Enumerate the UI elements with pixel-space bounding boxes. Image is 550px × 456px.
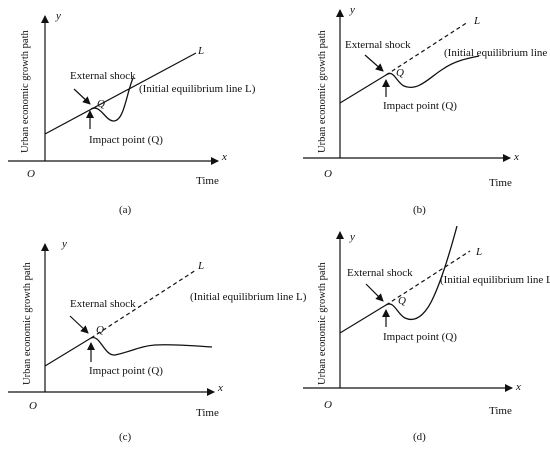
x-axis-letter: x <box>221 151 227 163</box>
shock-label: External shock <box>70 298 136 310</box>
line-letter: L <box>197 45 204 57</box>
panel-caption: (d) <box>413 431 426 443</box>
x-axis-label: Time <box>489 405 512 417</box>
shock-arrow <box>364 54 384 72</box>
equilibrium-line-solid <box>339 74 387 104</box>
shock-label: External shock <box>70 70 136 82</box>
y-axis-letter: y <box>55 10 61 22</box>
point-letter: Q <box>97 98 105 110</box>
growth-path-curve <box>385 55 480 88</box>
x-axis-letter: x <box>217 382 223 394</box>
equilibrium-line-dashed <box>385 250 471 306</box>
x-axis-label: Time <box>196 175 219 187</box>
y-axis-letter: y <box>349 4 355 16</box>
impact-label: Impact point (Q) <box>383 100 457 112</box>
panel-caption: (a) <box>119 204 132 216</box>
panel-c: y x O Urban economic growth path Time L … <box>8 238 307 443</box>
equilibrium-label: (Initial equilibrium line L) <box>444 47 550 59</box>
panel-caption: (c) <box>119 431 132 443</box>
x-axis-letter: x <box>513 151 519 163</box>
y-axis-label: Urban economic growth path <box>317 29 328 153</box>
panel-a: y x O Urban economic growth path Time L … <box>8 10 256 216</box>
origin-label: O <box>324 168 332 180</box>
point-letter: Q <box>96 324 104 336</box>
shock-label: External shock <box>347 267 413 279</box>
panel-caption: (b) <box>413 204 426 216</box>
impact-label: Impact point (Q) <box>89 134 163 146</box>
origin-label: O <box>27 168 35 180</box>
shock-label: External shock <box>345 39 411 51</box>
impact-label: Impact point (Q) <box>383 331 457 343</box>
x-axis-label: Time <box>196 407 219 419</box>
y-axis-letter: y <box>61 238 67 250</box>
equilibrium-label: (Initial equilibrium line L) <box>190 291 307 303</box>
y-axis-label: Urban economic growth path <box>317 261 328 385</box>
origin-label: O <box>29 400 37 412</box>
equilibrium-label: (Initial equilibrium line L) <box>139 83 256 95</box>
equilibrium-line <box>44 52 197 135</box>
line-letter: L <box>473 15 480 27</box>
x-axis-label: Time <box>489 177 512 189</box>
equilibrium-line-dashed <box>385 21 469 76</box>
equilibrium-label: (Initial equilibrium line L) <box>440 274 550 286</box>
growth-path-curve <box>90 77 134 122</box>
line-letter: L <box>475 246 482 258</box>
y-axis-letter: y <box>349 231 355 243</box>
equilibrium-line-solid <box>44 337 92 367</box>
shock-arrow <box>365 283 384 302</box>
line-letter: L <box>197 260 204 272</box>
shock-arrow <box>73 88 91 105</box>
shock-arrow <box>69 315 89 334</box>
point-letter: Q <box>396 67 404 79</box>
point-letter: Q <box>398 295 406 307</box>
origin-label: O <box>324 399 332 411</box>
panel-b: y x O Urban economic growth path Time L … <box>303 4 550 216</box>
equilibrium-line-solid <box>339 304 387 334</box>
impact-label: Impact point (Q) <box>89 365 163 377</box>
x-axis-letter: x <box>515 381 521 393</box>
growth-path-curve <box>385 225 458 321</box>
panel-d: y x O Urban economic growth path Time L … <box>303 225 550 443</box>
y-axis-label: Urban economic growth path <box>20 29 31 153</box>
y-axis-label: Urban economic growth path <box>22 261 33 385</box>
growth-path-curve <box>90 336 213 356</box>
